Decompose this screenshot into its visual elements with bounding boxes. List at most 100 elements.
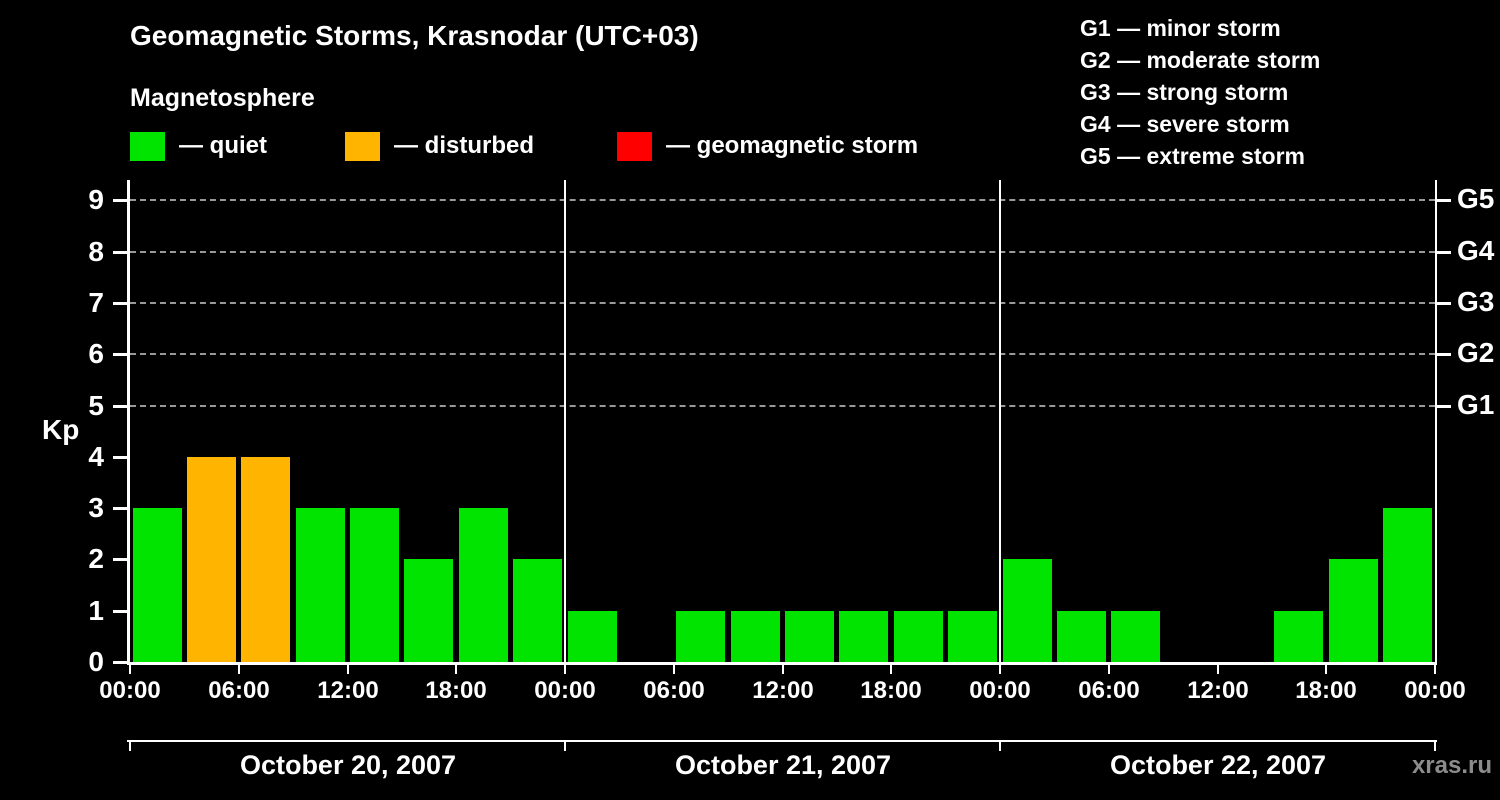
kp-gridline <box>130 251 1435 253</box>
kp-bar <box>1383 508 1432 662</box>
date-label: October 20, 2007 <box>239 750 457 780</box>
kp-bar <box>241 457 290 662</box>
xras-watermark-link[interactable]: xras.ru <box>1411 752 1492 779</box>
kp-gridline <box>130 302 1435 304</box>
kp-bar <box>459 508 508 662</box>
kp-axis-title: Kp <box>42 414 80 445</box>
kp-gridline <box>130 199 1435 201</box>
kp-bar <box>785 611 834 662</box>
kp-bar <box>568 611 617 662</box>
time-label: 00:00 <box>1404 677 1466 704</box>
y-axis-tick <box>113 456 127 459</box>
g-axis-tick <box>1437 405 1451 408</box>
time-label: 18:00 <box>1295 677 1357 704</box>
kp-bar <box>948 611 997 662</box>
g-axis-tick <box>1437 302 1451 305</box>
kp-bar <box>133 508 182 662</box>
date-axis-tick <box>564 740 566 751</box>
kp-bar <box>350 508 399 662</box>
chart-title: Geomagnetic Storms, Krasnodar (UTC+03) <box>130 20 699 51</box>
date-label: October 22, 2007 <box>1109 750 1327 780</box>
time-label: 00:00 <box>534 677 596 704</box>
date-label: October 21, 2007 <box>674 750 892 780</box>
kp-bar <box>1329 559 1378 662</box>
storm-color-swatch <box>617 131 652 161</box>
magnetosphere-legend-title: Magnetosphere <box>130 84 315 112</box>
g-axis-label: G4 <box>1457 235 1495 266</box>
legend-label-quiet: — quiet <box>179 132 267 159</box>
y-axis-label: 1 <box>88 595 104 626</box>
time-label: 06:00 <box>1078 677 1140 704</box>
g-axis-label: G1 <box>1457 389 1495 420</box>
kp-bar <box>1274 611 1323 662</box>
right-axis-line <box>1435 180 1437 662</box>
storm-scale-item-g3: G3 — strong storm <box>1080 79 1289 105</box>
y-axis-tick <box>113 558 127 561</box>
day-separator-line <box>999 180 1001 662</box>
disturbed-color-swatch <box>345 131 380 161</box>
kp-gridline <box>130 405 1435 407</box>
time-label: 12:00 <box>317 677 379 704</box>
y-axis-tick <box>113 661 127 664</box>
y-axis-label: 7 <box>88 287 104 318</box>
kp-bar <box>296 508 345 662</box>
time-tick <box>673 665 675 674</box>
time-tick <box>1108 665 1110 674</box>
date-axis-tick <box>129 740 131 751</box>
y-axis-line <box>127 180 130 665</box>
kp-bar <box>187 457 236 662</box>
legend-item-quiet: — quiet <box>130 131 267 161</box>
time-label: 18:00 <box>860 677 922 704</box>
y-axis-tick <box>113 199 127 202</box>
y-axis-label: 6 <box>88 338 104 369</box>
quiet-color-swatch <box>130 131 165 161</box>
y-axis-tick <box>113 302 127 305</box>
y-axis-tick <box>113 353 127 356</box>
time-label: 06:00 <box>208 677 270 704</box>
g-axis-label: G3 <box>1457 286 1495 317</box>
g-axis-label: G5 <box>1457 183 1495 214</box>
kp-bar <box>1057 611 1106 662</box>
time-tick <box>782 665 784 674</box>
y-axis-label: 9 <box>88 184 104 215</box>
y-axis-label: 0 <box>88 646 104 677</box>
time-tick <box>890 665 892 674</box>
time-label: 12:00 <box>1187 677 1249 704</box>
time-tick <box>455 665 457 674</box>
time-tick <box>347 665 349 674</box>
legend-label-storm: — geomagnetic storm <box>666 132 919 159</box>
kp-bar <box>404 559 453 662</box>
kp-bar <box>676 611 725 662</box>
y-axis-tick <box>113 405 127 408</box>
kp-bar <box>1003 559 1052 662</box>
kp-gridline <box>130 353 1435 355</box>
date-axis-tick <box>999 740 1001 751</box>
y-axis-tick <box>113 507 127 510</box>
date-axis-line <box>127 740 1437 742</box>
time-tick <box>1325 665 1327 674</box>
y-axis-label: 4 <box>88 441 104 472</box>
y-axis-label: 3 <box>88 492 104 523</box>
y-axis-label: 2 <box>88 543 104 574</box>
time-label: 06:00 <box>643 677 705 704</box>
kp-bar <box>1111 611 1160 662</box>
kp-bar <box>731 611 780 662</box>
date-axis-tick <box>1434 740 1436 751</box>
time-label: 12:00 <box>752 677 814 704</box>
kp-bar <box>894 611 943 662</box>
day-separator-line <box>564 180 566 662</box>
g-axis-tick <box>1437 199 1451 202</box>
legend-label-disturbed: — disturbed <box>394 132 535 159</box>
y-axis-label: 8 <box>88 236 104 267</box>
g-axis-label: G2 <box>1457 337 1495 368</box>
x-axis-line <box>127 662 1437 665</box>
storm-scale-legend: G1 — minor storm G2 — moderate storm G3 … <box>1080 12 1320 172</box>
storm-scale-item-g5: G5 — extreme storm <box>1080 143 1305 169</box>
y-axis-tick <box>113 610 127 613</box>
time-label: 18:00 <box>425 677 487 704</box>
kp-bar <box>513 559 562 662</box>
time-tick <box>1434 665 1436 674</box>
time-label: 00:00 <box>969 677 1031 704</box>
